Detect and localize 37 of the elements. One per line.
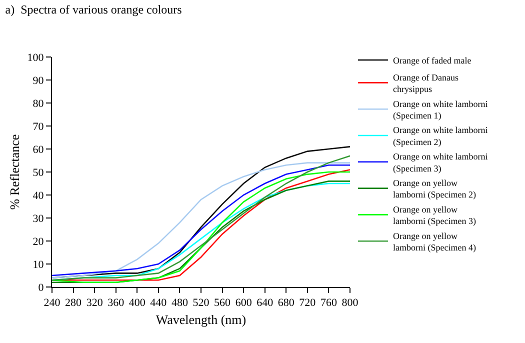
legend-label: Orange of Danaus chrysippus (392, 72, 459, 94)
legend-label: Orange of faded male (392, 56, 472, 66)
x-tick-label: 240 (44, 297, 61, 310)
y-tick-label: 40 (32, 190, 44, 202)
x-tick-label: 400 (128, 297, 146, 310)
y-tick-label: 50 (32, 166, 44, 179)
legend-label: Orange on yellow lamborni (Specimen 2) (392, 178, 476, 200)
legend-label: Orange on yellow lamborni (Specimen 4) (392, 230, 476, 252)
x-tick-label: 640 (256, 297, 274, 310)
legend-label: Orange on white lamborni (Specimen 2) (392, 125, 488, 147)
y-tick-label: 80 (32, 98, 44, 110)
legend-label: Orange on yellow lamborni (Specimen 3) (392, 204, 476, 226)
legend-label: Orange on white lamborni (Specimen 3) (392, 152, 488, 174)
y-tick-label: 10 (32, 258, 44, 271)
x-tick-label: 480 (171, 297, 188, 310)
y-tick-label: 0 (38, 282, 44, 294)
y-tick-label: 20 (32, 236, 44, 248)
x-tick-label: 720 (299, 297, 316, 310)
x-tick-label: 760 (320, 297, 338, 310)
x-tick-label: 440 (150, 297, 168, 310)
y-tick-label: 90 (32, 74, 44, 87)
y-axis-title: % Reflectance (7, 134, 22, 210)
x-tick-label: 680 (278, 297, 295, 310)
x-axis-title: Wavelength (nm) (156, 312, 246, 327)
x-tick-label: 520 (192, 297, 210, 310)
x-tick-label: 800 (342, 297, 359, 310)
x-tick-label: 560 (214, 297, 232, 310)
y-tick-label: 70 (32, 120, 44, 133)
y-tick-label: 60 (32, 144, 44, 156)
y-tick-label: 30 (32, 212, 44, 225)
y-tick-label: 100 (27, 52, 44, 64)
x-tick-label: 280 (65, 297, 82, 310)
chart-title: a) Spectra of various orange colours (5, 2, 182, 17)
x-tick-label: 600 (235, 297, 252, 310)
x-tick-label: 320 (86, 297, 104, 310)
x-tick-label: 360 (108, 297, 125, 310)
legend-label: Orange on white lamborni (Specimen 1) (392, 98, 488, 120)
